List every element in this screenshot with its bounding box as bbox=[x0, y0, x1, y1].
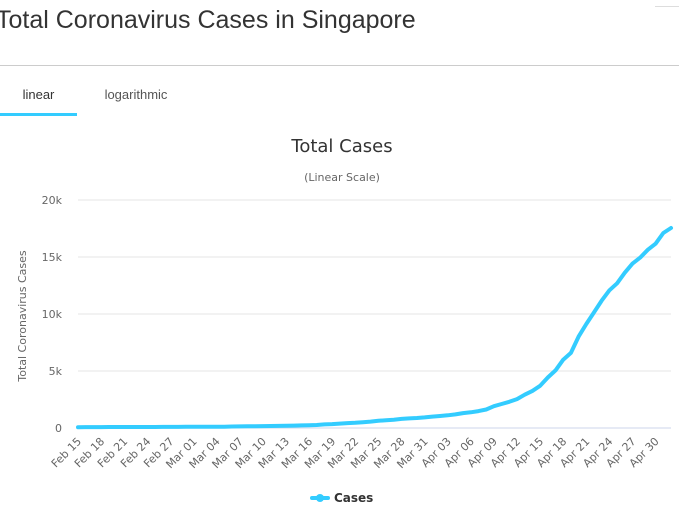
series-cases-line[interactable] bbox=[76, 226, 673, 430]
legend[interactable]: Cases bbox=[310, 491, 373, 505]
scale-tabs: linear logarithmic bbox=[0, 80, 679, 116]
gridlines bbox=[78, 199, 671, 372]
y-tick-label: 0 bbox=[55, 422, 62, 435]
chart-subtitle: (Linear Scale) bbox=[304, 171, 380, 184]
tab-linear[interactable]: linear bbox=[0, 80, 77, 116]
y-tick-label: 20k bbox=[42, 194, 63, 207]
y-axis-ticks: 0 5k 10k 15k 20k bbox=[42, 194, 63, 435]
legend-cases-marker bbox=[316, 494, 324, 502]
total-cases-chart: Total Cases (Linear Scale) 05k10k15k20k … bbox=[16, 136, 673, 505]
active-tab-indicator bbox=[0, 113, 77, 116]
y-tick-label: 10k bbox=[42, 308, 63, 321]
y-tick-label: 15k bbox=[42, 251, 63, 264]
legend-cases-label: Cases bbox=[334, 491, 373, 505]
header-edge-divider bbox=[655, 6, 679, 7]
title-divider bbox=[0, 65, 679, 66]
tab-logarithmic-label: logarithmic bbox=[104, 87, 168, 102]
tab-linear-label: linear bbox=[22, 87, 55, 102]
y-tick-label: 5k bbox=[49, 365, 63, 378]
y-axis-label: Total Coronavirus Cases bbox=[16, 250, 29, 383]
tab-logarithmic[interactable]: logarithmic bbox=[92, 80, 180, 116]
page-title: Total Coronavirus Cases in Singapore bbox=[0, 6, 416, 34]
chart-title: Total Cases bbox=[290, 136, 392, 157]
